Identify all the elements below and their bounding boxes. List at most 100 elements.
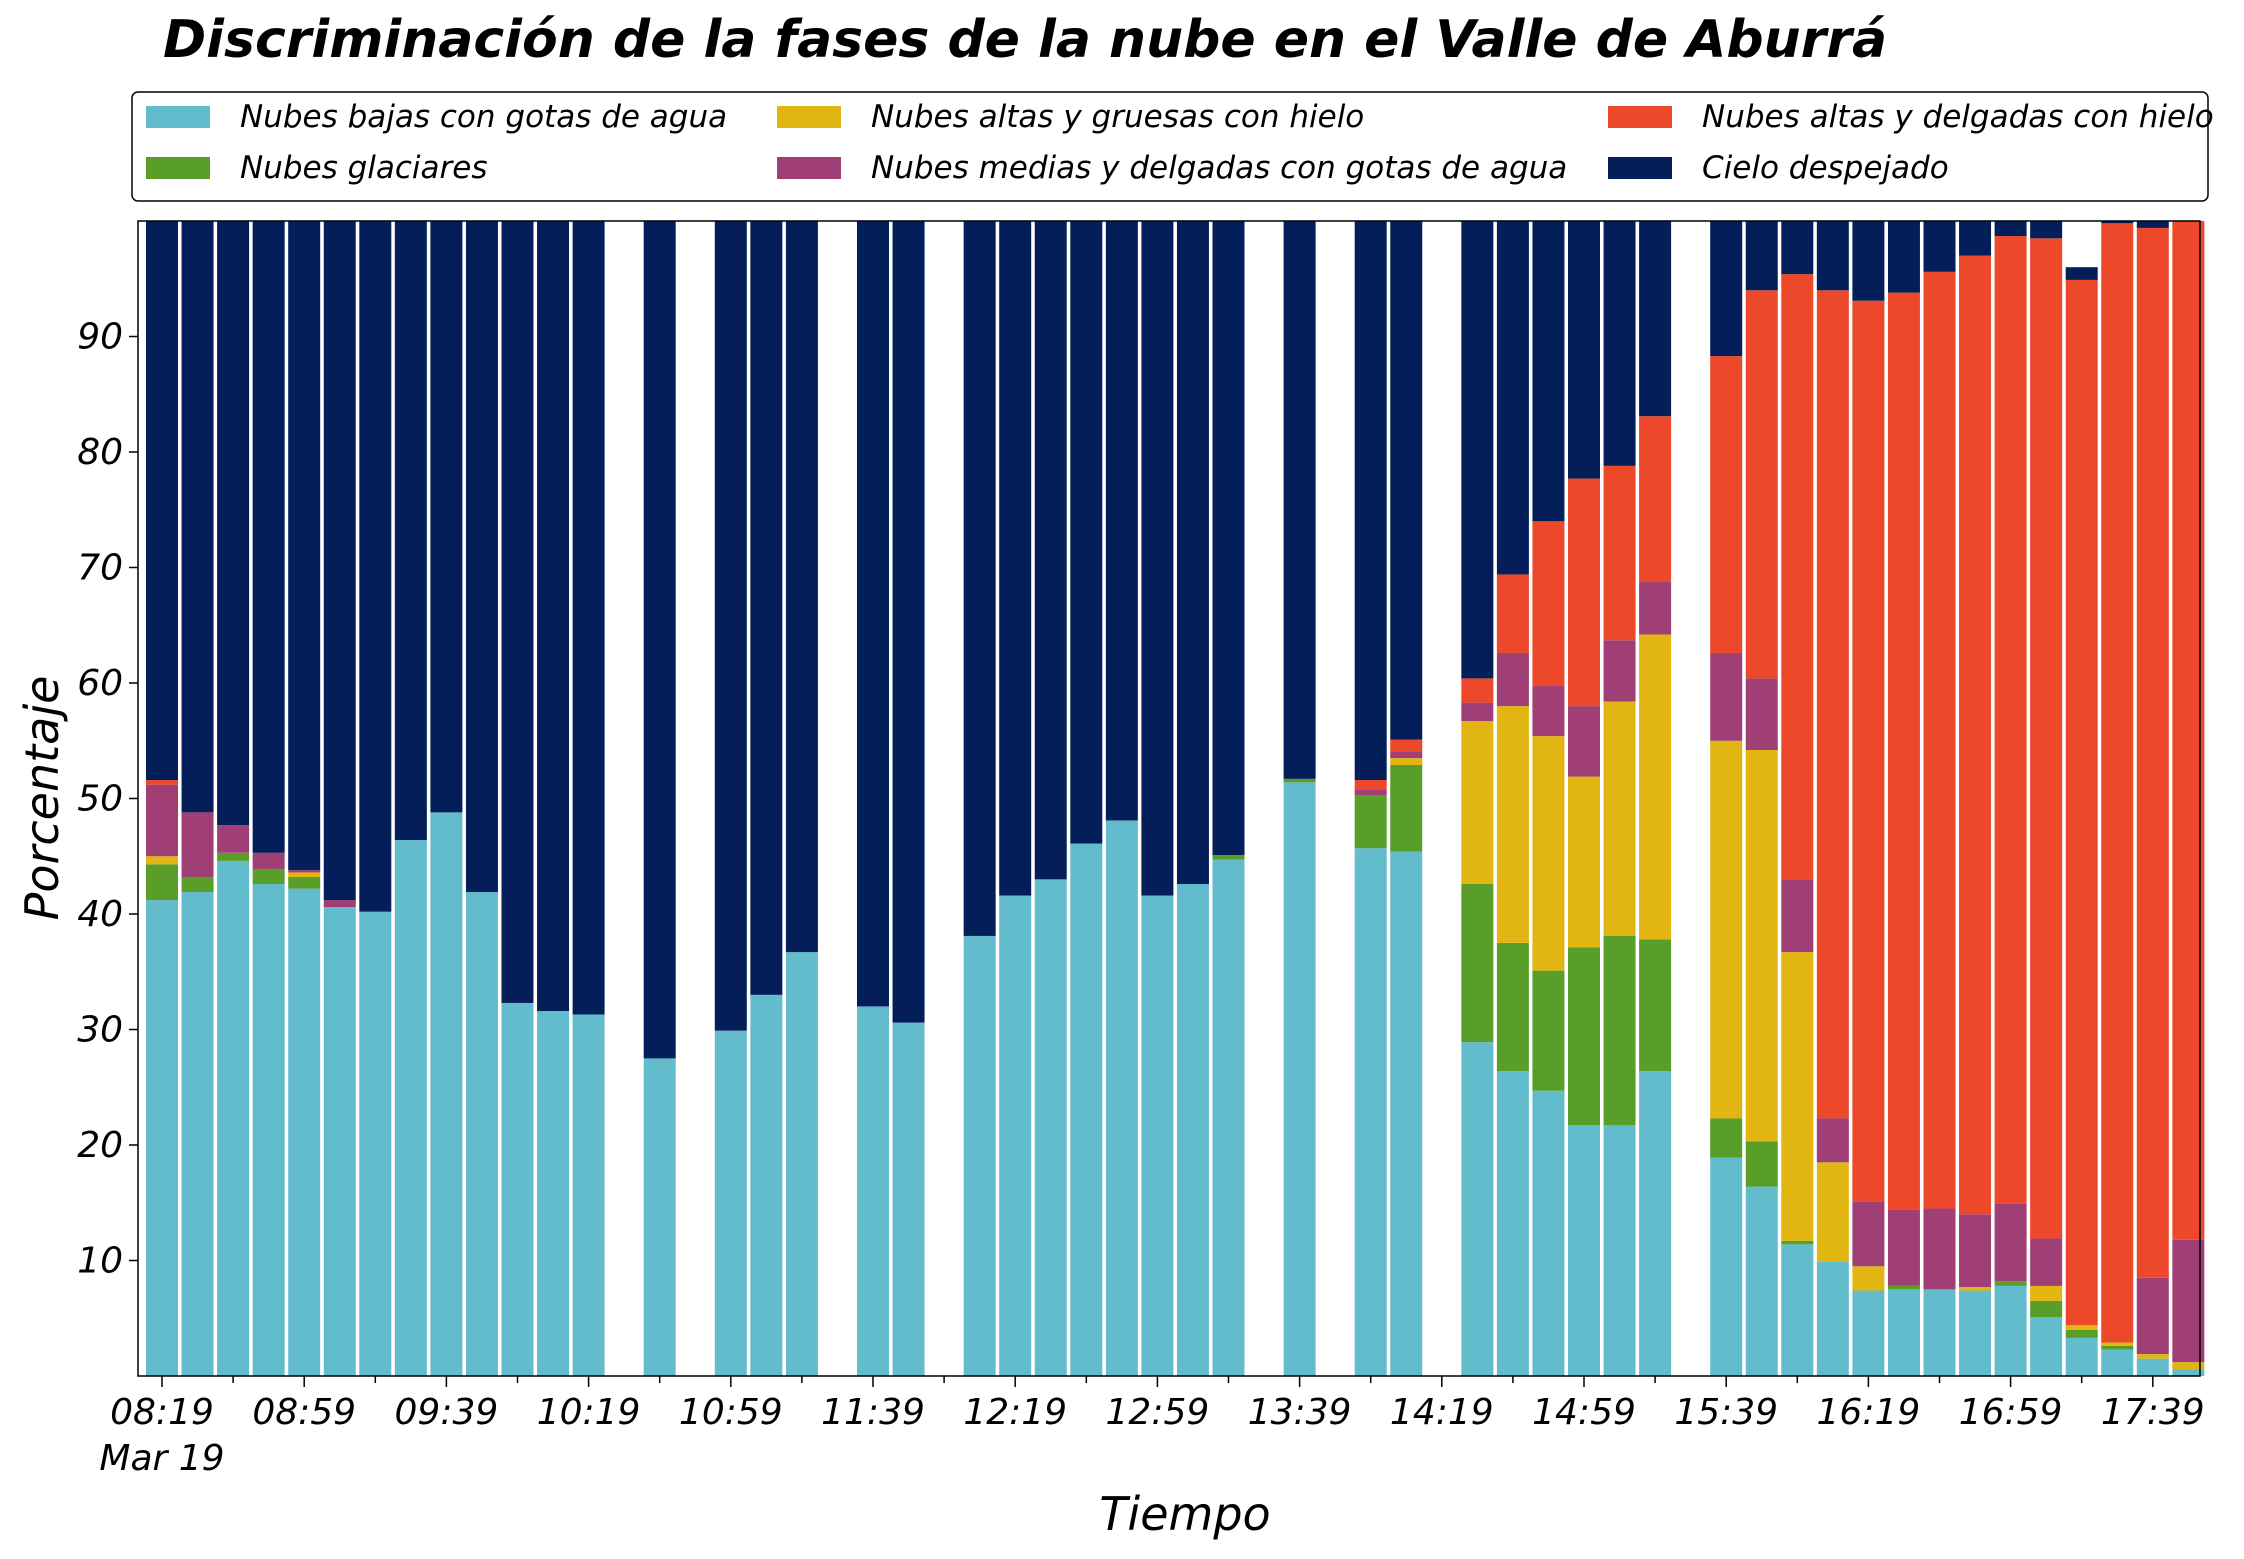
bar-segment-1519-s1 <box>1639 939 1672 1072</box>
bar-segment-1729-s2 <box>2101 1342 2134 1346</box>
bar-segment-1429-s3 <box>1461 702 1494 722</box>
legend-label-nubes-glaciares: Nubes glaciares <box>240 150 488 186</box>
bar-segment-1359-s5 <box>1354 221 1387 781</box>
bar-segment-0959-s5 <box>501 221 534 1003</box>
legend-swatch-nubes-altas-delgadas <box>1608 106 1672 128</box>
bar-segment-1639-s3 <box>1923 1208 1956 1290</box>
legend-swatch-nubes-medias <box>777 157 841 179</box>
bar-segment-1749-s4 <box>2172 221 2205 1240</box>
bar-segment-0919-s0 <box>359 911 392 1376</box>
bar-segment-0909-s0 <box>323 907 356 1376</box>
bar-segment-0949-s5 <box>465 221 498 893</box>
bar-segment-1719-s0 <box>2065 1337 2098 1376</box>
bar-segment-1739-s3 <box>2136 1277 2169 1355</box>
bar-segment-1619-s2 <box>1852 1266 1885 1291</box>
bar-segment-1219-s0 <box>999 895 1032 1376</box>
bar-segment-1439-s1 <box>1496 942 1529 1072</box>
bar-segment-0829-s5 <box>181 221 214 813</box>
bar-segment-1459-s3 <box>1568 706 1600 777</box>
bar-segment-1629-s3 <box>1887 1209 1920 1286</box>
legend-swatch-nubes-glaciares <box>146 157 210 179</box>
bar-segment-1639-s0 <box>1923 1289 1956 1377</box>
bar-segment-1149-s0 <box>892 1022 925 1376</box>
y-tick-label: 40 <box>77 894 123 935</box>
bar-segment-0839-s3 <box>217 825 250 853</box>
y-tick-label: 10 <box>77 1241 123 1282</box>
bar-segment-1539-s5 <box>1710 221 1743 357</box>
bar-segment-1259-s5 <box>1141 221 1174 896</box>
bar-segment-1509-s5 <box>1603 221 1636 466</box>
bar-segment-1539-s1 <box>1710 1118 1743 1158</box>
bar-segment-1209-s5 <box>963 221 996 936</box>
bar-segment-1309-s5 <box>1176 221 1209 884</box>
bar-segment-1429-s2 <box>1461 721 1494 884</box>
bar-segment-0849-s5 <box>252 221 285 853</box>
bar-segment-1619-s0 <box>1852 1290 1885 1376</box>
bar-segment-1319-s5 <box>1212 221 1245 856</box>
bar-segment-1659-s5 <box>1994 221 2027 237</box>
bar-segment-1439-s3 <box>1496 652 1529 707</box>
y-axis-label: Porcentaje <box>15 676 69 921</box>
bar-segment-1749-s3 <box>2172 1239 2205 1363</box>
bar-segment-1409-s1 <box>1390 765 1423 852</box>
x-tick-label: 17:39 <box>2101 1392 2205 1433</box>
bar-segment-1449-s4 <box>1532 521 1565 686</box>
bar-segment-1019-s0 <box>572 1014 605 1376</box>
bar-segment-1709-s4 <box>2030 238 2063 1239</box>
bar-segment-1509-s0 <box>1603 1125 1636 1376</box>
x-axis-label: Tiempo <box>1099 1487 1270 1541</box>
x-tick-label: 14:19 <box>1390 1392 1494 1433</box>
y-tick-label: 70 <box>77 548 123 589</box>
bar-segment-1749-s0 <box>2172 1369 2205 1376</box>
bar-segment-1339-s5 <box>1283 221 1316 779</box>
bar-segment-1109-s5 <box>750 221 783 995</box>
x-axis: 08:19 08:59 09:39 10:19 10:59 11:39 12:19 12:59… <box>110 1376 2205 1433</box>
bar-segment-1739-s0 <box>2136 1358 2169 1376</box>
bar-segment-0839-s5 <box>217 221 250 826</box>
bar-segment-1439-s2 <box>1496 706 1529 943</box>
legend-frame <box>131 91 2209 202</box>
bar-segment-0859-s3 <box>288 870 321 873</box>
bar-segment-1539-s2 <box>1710 740 1743 1119</box>
x-tick-label: 13:39 <box>1248 1392 1352 1433</box>
bar-segment-1719-s1 <box>2065 1329 2098 1338</box>
bar-segment-1709-s3 <box>2030 1238 2063 1286</box>
legend-label-nubes-medias: Nubes medias y delgadas con gotas de agu… <box>871 150 1567 186</box>
x-tick-label: 12:59 <box>1106 1392 1210 1433</box>
bar-segment-1559-s2 <box>1781 952 1814 1241</box>
bar-segment-0819-s3 <box>146 784 178 857</box>
bar-segment-1339-s1 <box>1283 778 1316 783</box>
bar-segment-0859-s0 <box>288 888 321 1376</box>
bar-segment-1609-s0 <box>1816 1261 1849 1376</box>
bar-segment-1409-s3 <box>1390 751 1423 759</box>
bar-segment-1749-s2 <box>2172 1362 2205 1370</box>
bar-segment-1059-s0 <box>714 1030 747 1376</box>
bar-segment-0839-s1 <box>217 852 250 861</box>
bar-segment-1439-s5 <box>1496 221 1529 575</box>
bar-segment-1659-s1 <box>1994 1281 2027 1286</box>
bar-segment-1239-s5 <box>1070 221 1103 844</box>
bar-segment-1719-s5 <box>2065 267 2098 280</box>
bar-segment-1639-s5 <box>1923 221 1956 272</box>
bar-segment-1119-s0 <box>785 952 818 1376</box>
bar-segment-1209-s0 <box>963 935 996 1376</box>
legend-swatch-nubes-bajas <box>146 106 210 128</box>
chart-title: Discriminación de la fases de la nube en… <box>163 10 1887 70</box>
bar-segment-0929-s5 <box>394 221 427 841</box>
bar-segment-0819-s1 <box>146 864 178 901</box>
bar-segment-1409-s5 <box>1390 221 1423 740</box>
bar-segment-1609-s3 <box>1816 1118 1849 1163</box>
y-tick-label: 50 <box>77 779 123 820</box>
bar-segment-1449-s3 <box>1532 685 1565 737</box>
bar-segment-0859-s2 <box>288 872 321 878</box>
bar-segment-1139-s0 <box>857 1006 889 1376</box>
x-tick-label: 15:39 <box>1674 1392 1778 1433</box>
bar-segment-1459-s1 <box>1568 947 1600 1126</box>
x-tick-label: 16:59 <box>1959 1392 2063 1433</box>
bar-segment-1459-s5 <box>1568 221 1600 479</box>
bar-segment-0859-s5 <box>288 221 321 871</box>
bar-segment-1739-s4 <box>2136 227 2169 1278</box>
bar-segment-1449-s5 <box>1532 221 1565 522</box>
y-tick-label: 80 <box>77 432 123 473</box>
bar-segment-1549-s1 <box>1745 1141 1778 1187</box>
